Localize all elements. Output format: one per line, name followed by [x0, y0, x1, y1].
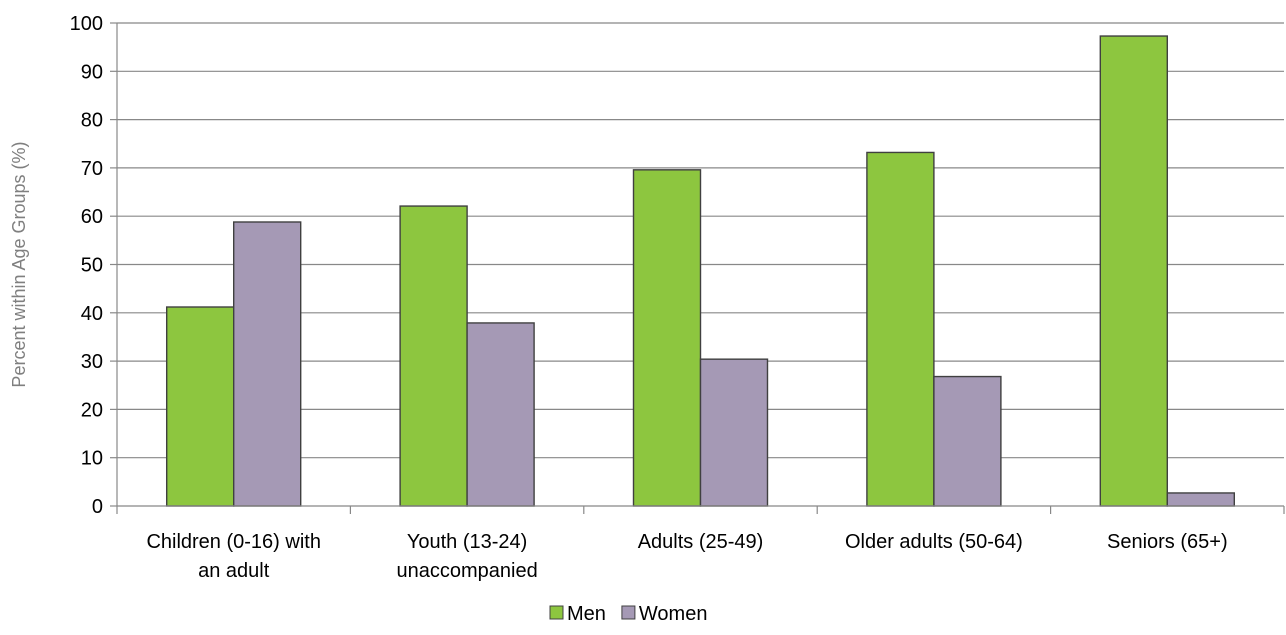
- y-tick-label: 90: [81, 61, 103, 83]
- bar-women-2: [466, 322, 535, 507]
- x-category-label: Older adults (50-64): [845, 531, 1023, 553]
- legend-swatch-women: [621, 605, 636, 620]
- x-axis-labels: Children (0-16) with an adult Youth (13-24…: [146, 531, 1227, 582]
- x-category-label: Adults (25-49): [638, 531, 764, 553]
- y-tick-label: 60: [81, 206, 103, 228]
- x-category-label: Youth (13-24) unaccompanied: [396, 531, 537, 582]
- bar-women-3: [699, 358, 769, 507]
- x-category-label: Seniors (65+): [1107, 531, 1228, 553]
- bars: [165, 35, 1236, 507]
- bar-women-5: [1166, 492, 1236, 507]
- y-tick-label: 80: [81, 110, 103, 132]
- bar-women-1: [232, 221, 302, 507]
- bar-men-5: [1099, 35, 1169, 507]
- legend: Men Women: [549, 603, 708, 625]
- axes: [116, 23, 1285, 514]
- bar-men-4: [866, 151, 935, 507]
- x-category-label: Children (0-16) with an adult: [146, 531, 321, 582]
- y-axis-ticks: 0 10 20 30 40 50 60 70 80 90 100: [70, 13, 117, 518]
- bar-men-2: [399, 205, 468, 507]
- bar-men-1: [165, 306, 235, 507]
- y-tick-label: 30: [81, 351, 103, 373]
- legend-label-men: Men: [567, 603, 606, 625]
- y-tick-label: 100: [70, 13, 103, 35]
- y-tick-label: 10: [81, 448, 103, 470]
- y-tick-label: 0: [92, 496, 103, 518]
- y-axis-label: Percent within Age Groups (%): [9, 141, 29, 387]
- legend-label-women: Women: [639, 603, 708, 625]
- y-tick-label: 70: [81, 158, 103, 180]
- y-tick-label: 40: [81, 303, 103, 325]
- y-tick-label: 50: [81, 255, 103, 277]
- legend-swatch-men: [549, 605, 564, 620]
- y-tick-label: 20: [81, 399, 103, 421]
- bar-men-3: [632, 169, 702, 507]
- bar-women-4: [933, 375, 1002, 507]
